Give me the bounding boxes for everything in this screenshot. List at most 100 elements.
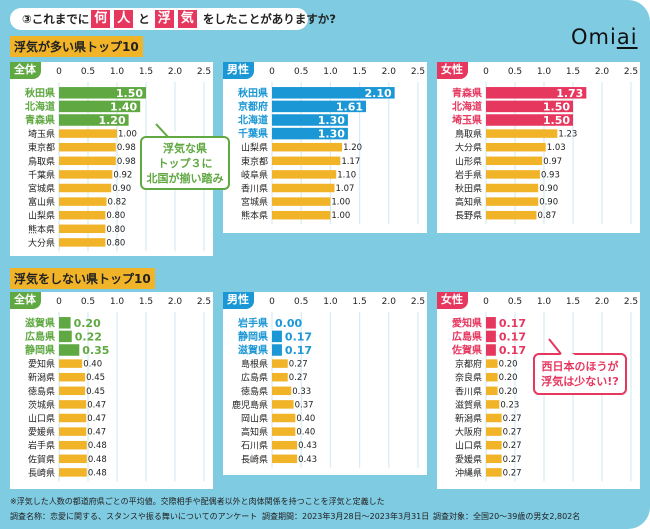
value-label: 1.50	[116, 87, 143, 100]
value-label: 0.37	[295, 400, 314, 410]
bar	[59, 87, 146, 99]
bar-chart: 0 0.5 1.0 1.5 2.0 2.5 秋田県 2.10 京都府 1.61 北海道 1.30 千葉県…	[238, 67, 425, 224]
x-tick-label: 1.0	[110, 67, 125, 77]
value-label: 0.45	[86, 387, 105, 397]
x-tick-label: 1.0	[323, 297, 338, 307]
category-label: 熊本県	[241, 210, 268, 222]
bar	[486, 372, 498, 382]
value-label: 0.92	[113, 170, 132, 180]
bar	[59, 386, 86, 396]
bar	[272, 142, 343, 152]
category-label: 東京都	[28, 142, 55, 154]
question-title: ③これまでに 何 人 と 浮 気 をしたことがありますか?	[10, 8, 336, 30]
chart-panel-top-male: 男性 0 0.5 1.0 1.5 2.0 2.5 秋田県 2.10 京都府 1.61 北海道 1.30 千…	[223, 62, 427, 233]
value-label: 0.35	[82, 344, 109, 357]
x-tick-label: 0	[269, 297, 275, 307]
category-label: 愛知県	[452, 316, 482, 329]
category-label: 岐阜県	[241, 169, 268, 181]
category-label: 高知県	[455, 196, 482, 208]
category-label: 秋田県	[455, 183, 482, 195]
bar	[272, 87, 395, 99]
category-label: 石川県	[241, 441, 268, 452]
value-label: 1.00	[331, 211, 350, 221]
value-label: 0.40	[83, 360, 102, 370]
bar	[486, 427, 502, 436]
bar	[59, 413, 87, 423]
value-label: 0.48	[88, 441, 107, 451]
callout-bottom-line-1: 西日本のほうが	[541, 360, 619, 373]
value-label: 1.61	[336, 100, 363, 113]
category-label: 島根県	[241, 358, 268, 370]
bar	[272, 359, 288, 368]
x-tick-label: 1.5	[139, 297, 153, 307]
callout-top-pointer	[155, 123, 186, 138]
x-tick-label: 0.5	[81, 297, 95, 307]
category-label: 鳥取県	[28, 155, 55, 167]
bar	[59, 142, 116, 152]
value-label: 2.10	[364, 87, 391, 100]
category-label: 北海道	[25, 100, 55, 113]
value-label: 0.90	[539, 184, 558, 194]
group-tag: 全体	[10, 292, 41, 309]
category-label: 愛媛県	[28, 426, 55, 438]
x-tick-label: 1.5	[139, 67, 153, 77]
category-label: 佐賀県	[451, 344, 482, 357]
bar	[272, 183, 335, 193]
category-label: 滋賀県	[238, 344, 268, 357]
bar	[59, 183, 112, 193]
value-label: 0.27	[289, 373, 308, 383]
category-label: 岩手県	[237, 316, 268, 329]
x-tick-label: 2.0	[168, 67, 183, 77]
category-label: 静岡県	[25, 344, 55, 357]
category-label: 広島県	[25, 330, 55, 343]
category-label: 長野県	[455, 211, 482, 222]
bar-chart: 0 0.5 1.0 1.5 2.0 2.5 滋賀県 0.20 広島県 0.22 静岡県 0.35 愛知県…	[25, 297, 211, 482]
value-label: 0.20	[499, 387, 518, 397]
value-label: 0.27	[503, 414, 522, 424]
x-tick-label: 2.5	[624, 67, 638, 77]
value-label: 0.27	[503, 468, 522, 478]
title-suffix: をしたことがありますか?	[202, 12, 336, 26]
bar	[59, 224, 106, 234]
bar	[272, 100, 367, 113]
x-tick-label: 1.5	[352, 297, 366, 307]
category-label: 京都府	[238, 100, 268, 113]
category-label: 京都府	[455, 358, 482, 370]
category-label: 高知県	[241, 426, 268, 438]
category-label: 山口県	[28, 414, 55, 425]
bar	[59, 468, 87, 477]
category-label: 千葉県	[238, 127, 268, 140]
group-tag: 女性	[437, 292, 468, 309]
x-tick-label: 2.0	[595, 297, 610, 307]
value-label: 1.30	[318, 128, 345, 141]
bar	[486, 129, 558, 138]
value-label: 0.40	[296, 428, 315, 438]
callout-top-line-1: 浮気な県	[163, 141, 207, 155]
bar	[272, 400, 294, 409]
x-tick-label: 2.0	[595, 67, 610, 77]
value-label: 1.50	[543, 114, 570, 127]
bar	[272, 344, 282, 356]
bar	[59, 344, 80, 356]
callout-bottom: 西日本のほうが 浮気は少ない!?	[533, 353, 627, 395]
bar	[59, 400, 87, 409]
bar	[272, 440, 298, 450]
callout-bottom-pointer	[548, 338, 575, 355]
category-label: 愛媛県	[455, 453, 482, 465]
bar	[272, 156, 341, 166]
category-label: 山梨県	[28, 210, 55, 222]
value-label: 0.97	[543, 157, 562, 167]
value-label: 0.47	[87, 400, 106, 410]
value-label: 0.47	[87, 428, 106, 438]
value-label: 1.73	[556, 87, 583, 100]
x-tick-label: 2.5	[197, 67, 211, 77]
bar	[486, 413, 502, 423]
bar	[486, 344, 496, 356]
bar	[486, 359, 498, 368]
value-label: 1.00	[118, 130, 137, 140]
value-label: 0.45	[86, 373, 105, 383]
bar	[486, 100, 573, 113]
value-label: 0.20	[499, 373, 518, 383]
bar	[486, 183, 539, 193]
category-label: 熊本県	[28, 223, 55, 235]
